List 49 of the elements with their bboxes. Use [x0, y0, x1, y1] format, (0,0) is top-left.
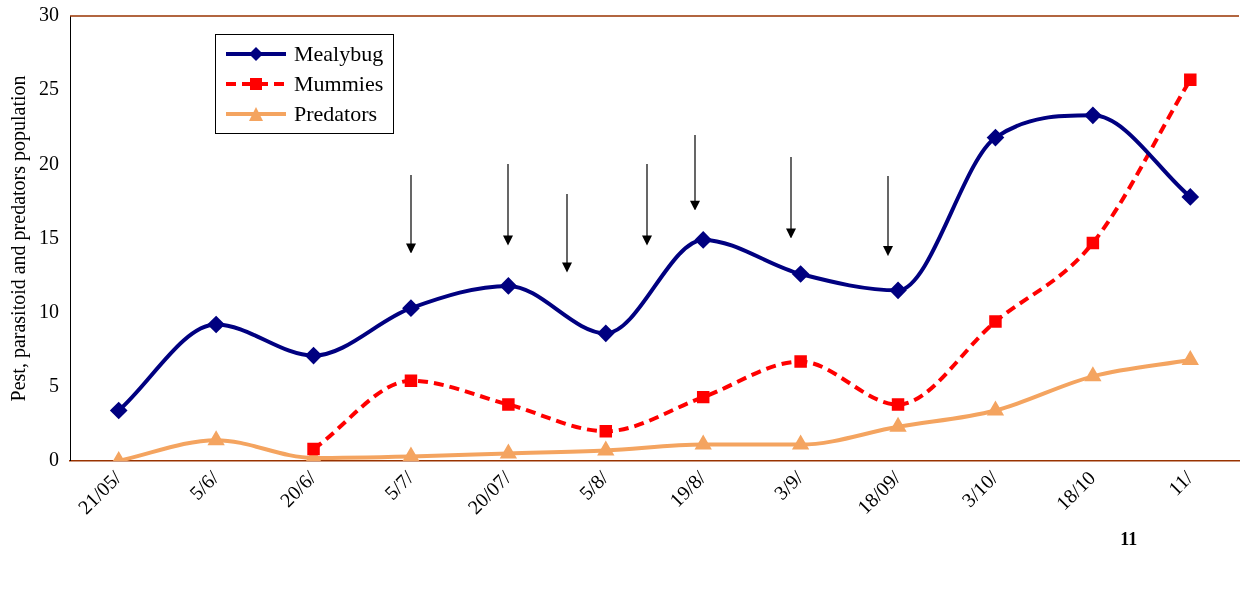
x-tick-label: 5/6/	[185, 466, 223, 504]
y-tick-label: 10	[39, 299, 59, 322]
text: 11	[1120, 528, 1138, 550]
y-tick-label: 30	[39, 3, 59, 26]
point	[794, 355, 807, 368]
point	[1086, 236, 1100, 250]
point	[208, 316, 225, 333]
point	[792, 434, 810, 450]
point	[502, 398, 515, 411]
point	[694, 434, 712, 450]
point	[403, 448, 419, 461]
point	[696, 390, 710, 404]
y-tick-label: 25	[39, 77, 59, 100]
point	[305, 347, 322, 364]
y-tick-label: 15	[39, 225, 59, 248]
y-axis-title: Pest, parasitoid and predators population	[7, 75, 31, 402]
y-tick-label: 5	[49, 373, 59, 396]
point	[1182, 188, 1199, 205]
x-tick-label: 11/	[1163, 466, 1198, 500]
point	[988, 402, 1003, 416]
point	[891, 398, 905, 411]
point	[110, 402, 127, 419]
point	[1085, 368, 1101, 382]
x-tick-label: 5/7/	[379, 466, 418, 504]
x-tick-label: 5/8/	[574, 466, 613, 504]
y-tick-label: 20	[39, 151, 59, 174]
legend-label: Mealybug	[294, 41, 384, 67]
point	[987, 129, 1004, 146]
point	[402, 300, 419, 317]
point	[599, 424, 613, 438]
point	[500, 277, 517, 294]
point	[501, 445, 516, 459]
x-tick-label: 3/9/	[769, 466, 808, 504]
point	[695, 231, 712, 248]
point	[404, 374, 418, 388]
point	[989, 315, 1002, 328]
point	[890, 418, 906, 432]
point	[1183, 352, 1198, 366]
legend-label: Predators	[294, 101, 378, 127]
point	[208, 432, 224, 446]
point	[597, 440, 615, 456]
y-tick-label: 0	[49, 448, 59, 471]
point	[1084, 107, 1101, 124]
point	[307, 442, 320, 456]
point	[890, 282, 907, 299]
legend-label: Mummies	[294, 71, 384, 97]
point	[792, 266, 809, 283]
point	[597, 325, 614, 342]
point	[1184, 73, 1197, 87]
